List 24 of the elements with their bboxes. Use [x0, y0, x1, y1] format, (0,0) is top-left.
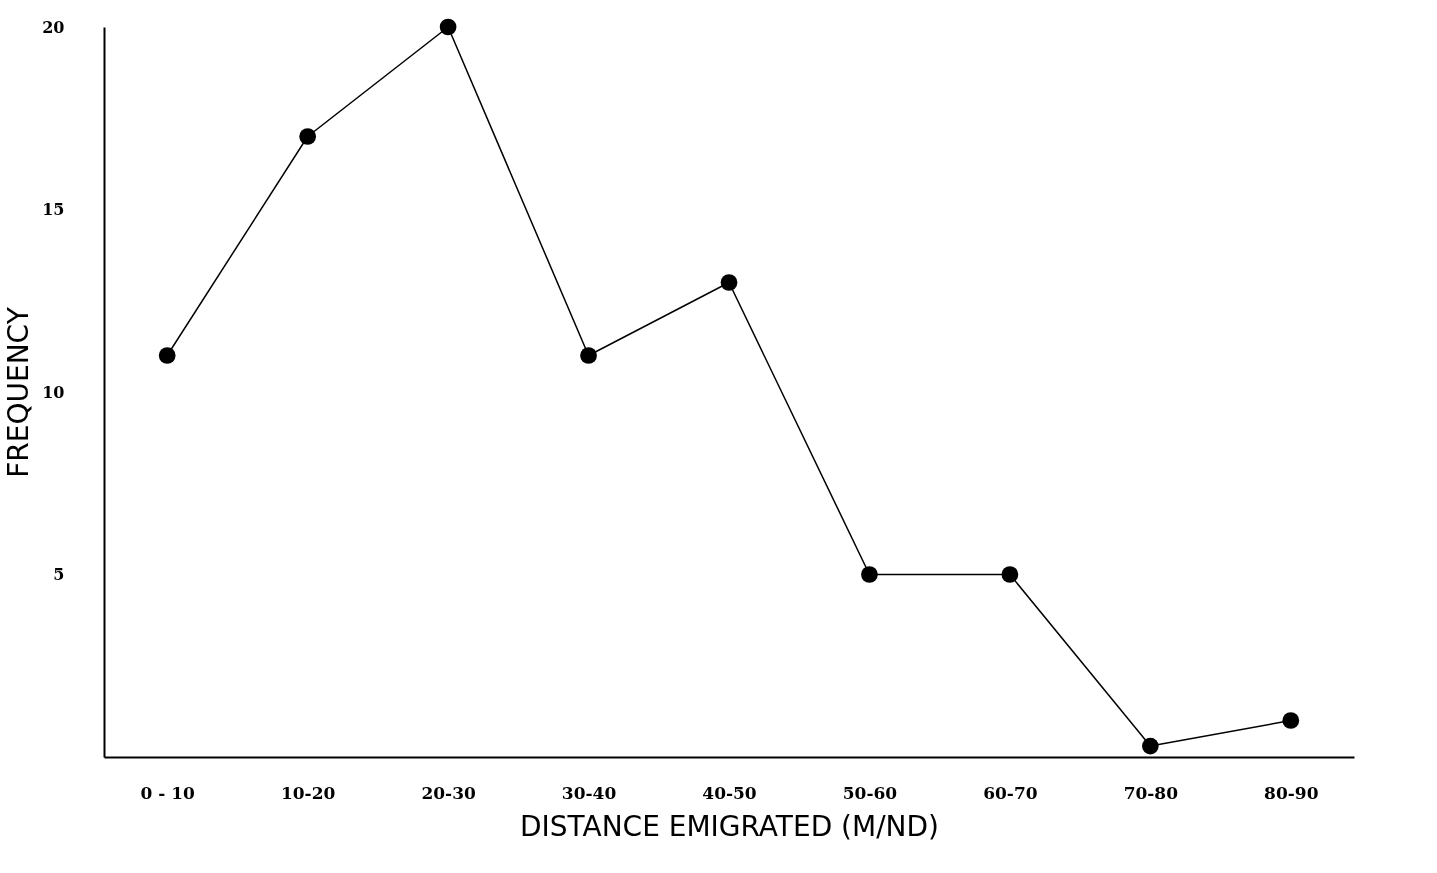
point	[861, 566, 878, 583]
point	[158, 347, 176, 364]
x-tick-label: 30-40	[561, 782, 617, 803]
x-tick-label: 40-50	[702, 782, 757, 803]
point	[1282, 712, 1300, 729]
y-axis-title: FREQUENCY	[2, 306, 36, 478]
point	[299, 128, 317, 145]
y-tick-label: 5	[53, 565, 65, 584]
x-axis-title: DISTANCE EMIGRATED (M/ND)	[519, 809, 940, 843]
point	[439, 18, 457, 36]
y-tick-label: 10	[42, 382, 65, 402]
point	[580, 347, 597, 364]
point	[1141, 737, 1159, 755]
x-tick-label: 10-20	[280, 782, 336, 803]
x-tick-label: 70-80	[1123, 782, 1179, 803]
point	[720, 274, 738, 291]
x-tick-label: 50-60	[842, 782, 898, 803]
x-tick-label: 80-90	[1264, 782, 1319, 803]
point	[1001, 566, 1019, 583]
x-tick-label: 20-30	[421, 782, 476, 803]
y-tick-label: 20	[42, 17, 65, 37]
y-tick-label: 15	[42, 200, 65, 219]
x-tick-label: 0 - 10	[140, 782, 196, 803]
x-tick-label: 60-70	[983, 782, 1038, 803]
